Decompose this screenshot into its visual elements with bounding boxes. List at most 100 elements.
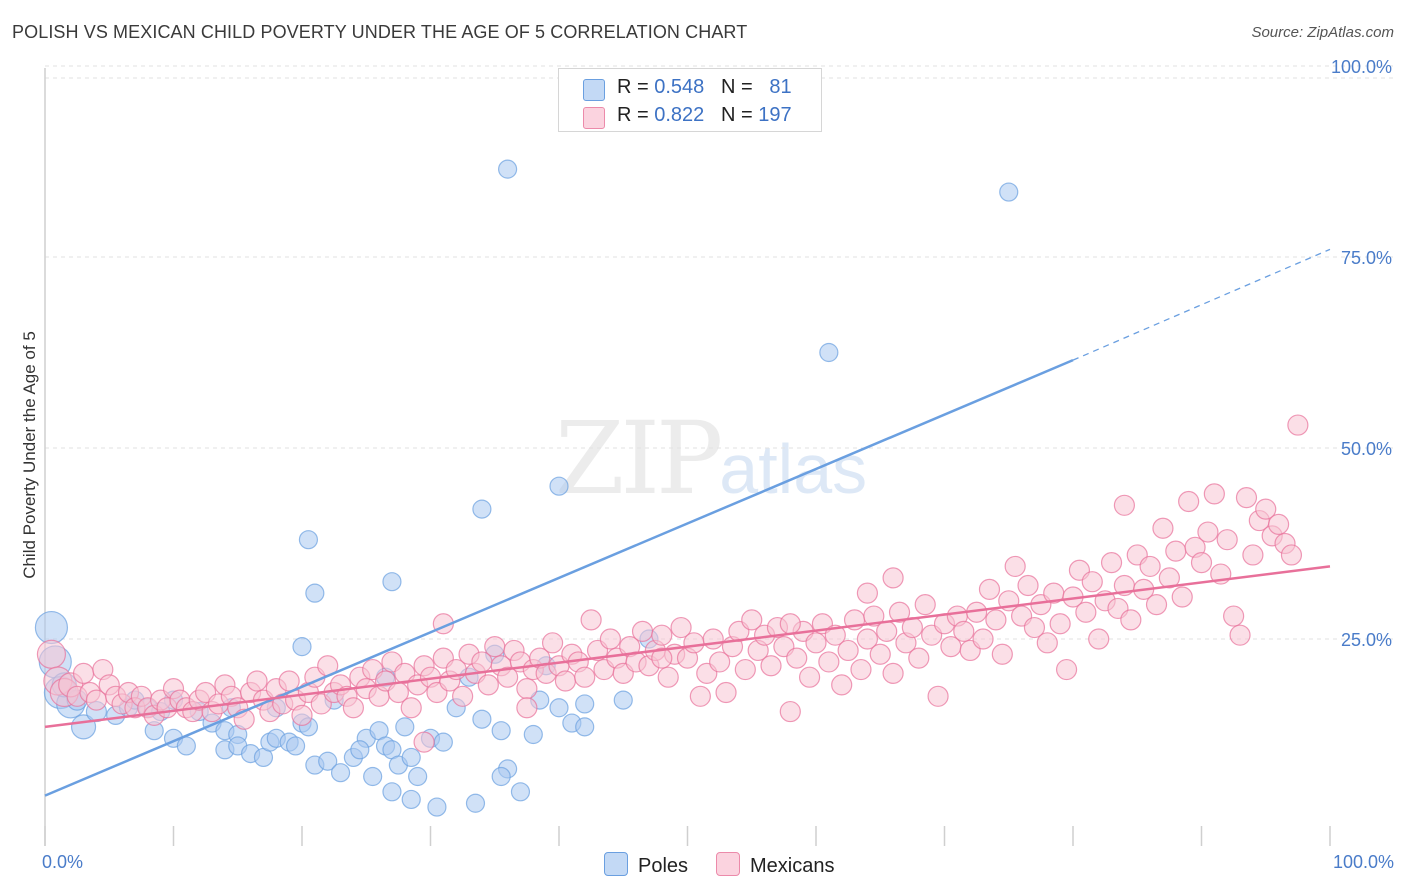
point-poles-44 (401, 747, 421, 768)
point-mexicans-104 (709, 651, 731, 673)
point-poles-55 (510, 782, 531, 802)
trendline-extension-poles (1072, 248, 1331, 361)
point-poles-69 (292, 637, 312, 657)
point-mexicans-195 (1113, 494, 1136, 516)
point-mexicans-183 (1216, 529, 1238, 551)
point-mexicans-130 (876, 620, 898, 642)
legend-row-mexicans: R = 0.822 N = 197 (559, 101, 821, 131)
point-mexicans-173 (1152, 517, 1174, 539)
point-mexicans-118 (798, 666, 821, 688)
point-mexicans-184 (1223, 605, 1245, 627)
point-mexicans-0 (36, 639, 67, 669)
point-mexicans-161 (1075, 601, 1097, 623)
point-poles-75 (549, 476, 569, 496)
point-poles-76 (575, 694, 595, 714)
point-mexicans-68 (477, 674, 499, 696)
legend-row-poles: R = 0.548 N = 81 (559, 73, 821, 103)
point-mexicans-196 (856, 582, 879, 604)
point-mexicans-155 (1036, 632, 1058, 654)
point-mexicans-148 (991, 643, 1013, 665)
point-mexicans-200 (516, 697, 538, 719)
point-mexicans-198 (779, 613, 801, 635)
point-mexicans-189 (1255, 498, 1277, 520)
point-mexicans-56 (400, 697, 422, 719)
chart-title: POLISH VS MEXICAN CHILD POVERTY UNDER TH… (12, 22, 748, 42)
point-mexicans-109 (741, 609, 763, 631)
point-poles-56 (523, 724, 543, 745)
point-mexicans-92 (631, 620, 654, 642)
point-mexicans-193 (1280, 544, 1303, 566)
point-mexicans-180 (1197, 521, 1219, 543)
point-mexicans-103 (702, 628, 724, 650)
point-mexicans-132 (888, 601, 911, 623)
legend-text-poles: R = 0.548 N = 81 (617, 76, 792, 98)
point-poles-61 (575, 717, 595, 737)
point-mexicans-179 (1190, 551, 1213, 574)
point-mexicans-96 (657, 666, 679, 688)
point-mexicans-194 (1287, 414, 1309, 436)
point-mexicans-83 (574, 666, 596, 688)
point-mexicans-168 (1120, 609, 1142, 631)
x-tick-label-0: 0.0% (42, 852, 83, 872)
x-tick-label-100: 100.0% (1333, 852, 1394, 872)
point-poles-73 (472, 499, 492, 519)
point-mexicans-157 (1049, 613, 1071, 635)
watermark-atlas: atlas (719, 430, 868, 508)
point-mexicans-122 (824, 624, 846, 646)
point-poles-65 (401, 789, 421, 810)
point-mexicans-105 (715, 681, 737, 704)
point-mexicans-187 (1242, 544, 1264, 566)
point-mexicans-172 (1145, 594, 1168, 616)
point-poles-59 (549, 698, 569, 718)
point-mexicans-95 (651, 624, 673, 646)
point-mexicans-138 (927, 685, 949, 707)
point-mexicans-175 (1165, 540, 1187, 562)
point-poles-67 (350, 740, 370, 760)
legend-box-mexicans (716, 852, 740, 876)
point-mexicans-39 (291, 704, 313, 727)
point-mexicans-116 (786, 647, 808, 669)
point-poles-72 (382, 572, 402, 592)
point-mexicans-199 (651, 647, 673, 669)
point-mexicans-181 (1203, 483, 1225, 505)
point-mexicans-165 (1100, 551, 1123, 574)
point-mexicans-162 (1081, 571, 1103, 593)
point-mexicans-163 (1088, 628, 1110, 650)
point-mexicans-142 (953, 620, 975, 642)
point-mexicans-191 (1267, 513, 1290, 536)
point-mexicans-84 (580, 609, 602, 631)
point-poles-42 (363, 766, 383, 787)
point-mexicans-112 (760, 655, 782, 677)
point-mexicans-126 (850, 658, 872, 681)
point-mexicans-108 (734, 658, 756, 681)
point-mexicans-101 (689, 685, 711, 707)
point-poles-63 (465, 793, 486, 813)
point-poles-70 (305, 583, 325, 603)
point-poles-71 (298, 530, 319, 550)
point-mexicans-78 (541, 632, 564, 654)
point-mexicans-121 (818, 651, 840, 673)
legend-item-poles: Poles (604, 852, 688, 878)
y-tick-label-100: 100.0% (1331, 57, 1392, 77)
point-mexicans-177 (1178, 490, 1200, 513)
legend-swatch-mexicans (583, 107, 605, 129)
watermark: ZIPatlas (555, 400, 867, 517)
point-mexicans-131 (882, 662, 904, 684)
point-mexicans-152 (1017, 574, 1039, 597)
point-mexicans-153 (1023, 616, 1046, 639)
point-mexicans-69 (484, 636, 506, 658)
trendline-poles (44, 358, 1074, 797)
stats-legend: R = 0.548 N = 81 R = 0.822 N = 197 (558, 68, 822, 132)
point-mexicans-100 (683, 632, 705, 654)
point-mexicans-136 (914, 594, 936, 616)
point-mexicans-115 (779, 700, 801, 723)
y-tick-label-75: 75.0% (1341, 248, 1392, 268)
legend-box-poles (604, 852, 628, 876)
source-credit: Source: ZipAtlas.com (1251, 24, 1394, 41)
watermark-zip: ZIP (555, 400, 723, 517)
point-mexicans-123 (831, 674, 853, 696)
point-mexicans-147 (985, 609, 1007, 631)
point-mexicans-71 (497, 666, 519, 688)
point-mexicans-119 (805, 632, 827, 654)
y-tick-label-50: 50.0% (1341, 439, 1392, 459)
